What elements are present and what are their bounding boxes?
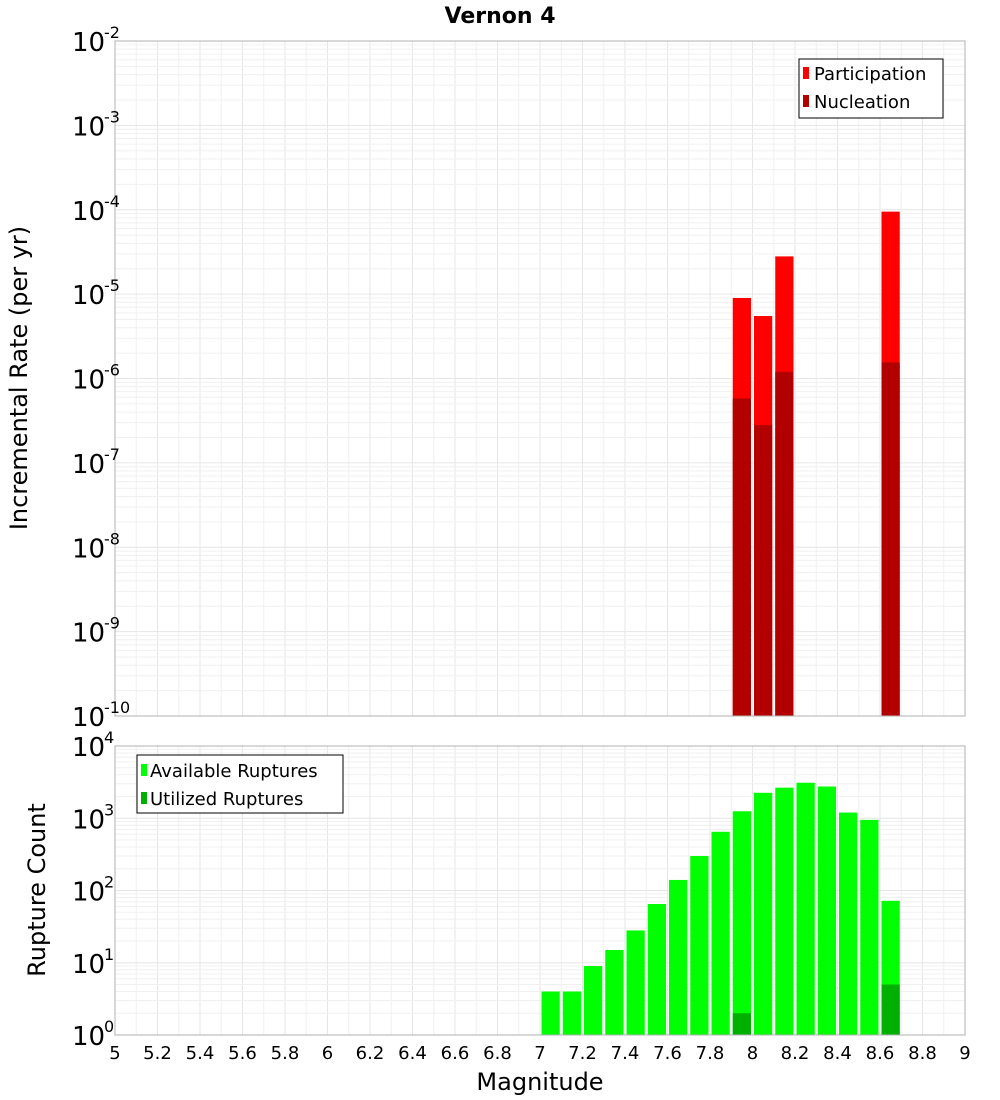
available-ruptures-bar xyxy=(541,991,560,1035)
available-ruptures-bar xyxy=(817,786,836,1035)
top-y-tick-exponent: -7 xyxy=(104,445,120,464)
x-tick-label: 6.4 xyxy=(398,1043,427,1064)
x-tick-label: 7.4 xyxy=(611,1043,640,1064)
x-axis-ticks: 5 5.2 5.4 5.6 5.8 6 6.2 6.4 6.6 6.8 7 7.2 7.4 7.6 7.8 8… xyxy=(109,1043,970,1064)
x-tick-label: 5 xyxy=(109,1043,120,1064)
utilized-ruptures-bar xyxy=(881,984,900,1035)
top-y-tick-exponent: -5 xyxy=(104,276,120,295)
bottom-plot-frame xyxy=(114,745,966,1036)
available-ruptures-bar xyxy=(732,811,751,1035)
top-y-tick-label: 10 xyxy=(72,450,105,480)
top-y-tick-exponent: -9 xyxy=(104,614,120,633)
bottom-y-tick-label: 10 xyxy=(72,805,105,835)
top-y-axis-title: Incremental Rate (per yr) xyxy=(5,226,33,530)
available-ruptures-bar xyxy=(584,966,603,1035)
bottom-y-axis-title: Rupture Count xyxy=(23,803,51,977)
available-ruptures-bar xyxy=(669,879,688,1035)
top-legend: Participation Nucleation xyxy=(798,58,944,119)
top-y-tick-exponent: -2 xyxy=(104,23,120,42)
available-ruptures-bar xyxy=(647,904,666,1035)
x-tick-label: 6.2 xyxy=(356,1043,385,1064)
x-tick-label: 8.4 xyxy=(823,1043,852,1064)
available-ruptures-bar xyxy=(562,991,581,1035)
top-y-tick-exponent: -3 xyxy=(104,107,120,126)
available-ruptures-bar xyxy=(775,787,794,1035)
x-axis-title: Magnitude xyxy=(476,1068,603,1096)
legend-available-label: Available Ruptures xyxy=(150,761,318,782)
x-tick-label: 7.8 xyxy=(696,1043,725,1064)
x-tick-label: 9 xyxy=(959,1043,970,1064)
top-legend-box xyxy=(798,58,944,119)
top-y-tick-exponent: -8 xyxy=(104,529,120,548)
nucleation-bar xyxy=(881,362,900,716)
bottom-legend: Available Ruptures Utilized Ruptures xyxy=(136,754,344,814)
available-ruptures-bar xyxy=(860,819,879,1035)
nucleation-bar xyxy=(754,425,773,716)
top-y-tick-label: 10 xyxy=(72,28,105,58)
nucleation-bar xyxy=(775,371,794,716)
bottom-y-tick-label: 10 xyxy=(72,878,105,908)
available-ruptures-bar xyxy=(796,782,815,1035)
legend-utilized-swatch xyxy=(141,792,147,804)
top-y-tick-label: 10 xyxy=(72,112,105,142)
nucleation-bar xyxy=(732,398,751,716)
legend-participation-swatch xyxy=(803,67,809,79)
bottom-y-tick-exponent: 4 xyxy=(104,728,114,747)
x-tick-label: 8.8 xyxy=(908,1043,937,1064)
bottom-y-tick-exponent: 3 xyxy=(104,800,114,819)
x-tick-label: 5.6 xyxy=(228,1043,257,1064)
legend-available-swatch xyxy=(141,764,147,776)
legend-nucleation-label: Nucleation xyxy=(814,92,910,113)
top-plot-bars xyxy=(732,211,900,716)
x-tick-label: 8.2 xyxy=(781,1043,810,1064)
top-plot-frame xyxy=(114,40,966,717)
x-tick-label: 6.8 xyxy=(483,1043,512,1064)
x-tick-label: 6 xyxy=(322,1043,333,1064)
top-y-tick-label: 10 xyxy=(72,703,105,733)
top-y-tick-exponent: -4 xyxy=(104,192,120,211)
available-ruptures-bar xyxy=(605,950,624,1035)
legend-utilized-label: Utilized Ruptures xyxy=(150,789,303,810)
top-y-tick-label: 10 xyxy=(72,197,105,227)
top-y-tick-label: 10 xyxy=(72,534,105,564)
bottom-y-tick-exponent: 1 xyxy=(104,945,114,964)
x-tick-label: 5.2 xyxy=(143,1043,172,1064)
x-tick-label: 5.4 xyxy=(186,1043,215,1064)
chart-title: Vernon 4 xyxy=(445,4,556,29)
utilized-ruptures-bar xyxy=(732,1013,751,1035)
top-y-tick-exponent: -6 xyxy=(104,361,120,380)
x-tick-label: 8.6 xyxy=(866,1043,895,1064)
bottom-y-tick-label: 10 xyxy=(72,733,105,763)
top-y-tick-exponent: -10 xyxy=(104,698,130,717)
available-ruptures-bar xyxy=(839,812,858,1035)
x-tick-label: 7 xyxy=(534,1043,545,1064)
available-ruptures-bar xyxy=(690,856,709,1035)
x-tick-label: 7.2 xyxy=(568,1043,597,1064)
top-plot-grid xyxy=(114,41,966,717)
legend-nucleation-swatch xyxy=(803,95,809,107)
bottom-y-tick-label: 10 xyxy=(72,1022,105,1052)
available-ruptures-bar xyxy=(754,792,773,1035)
bottom-legend-box xyxy=(136,754,344,814)
bottom-y-tick-exponent: 2 xyxy=(104,873,114,892)
bottom-y-tick-label: 10 xyxy=(72,950,105,980)
top-y-tick-label: 10 xyxy=(72,366,105,396)
x-tick-label: 7.6 xyxy=(653,1043,682,1064)
x-tick-label: 5.8 xyxy=(271,1043,300,1064)
top-y-tick-label: 10 xyxy=(72,281,105,311)
available-ruptures-bar xyxy=(626,930,645,1035)
x-tick-label: 6.6 xyxy=(441,1043,470,1064)
available-ruptures-bar xyxy=(711,831,730,1035)
bottom-plot-bars xyxy=(541,782,900,1035)
x-tick-label: 8 xyxy=(747,1043,758,1064)
top-y-tick-label: 10 xyxy=(72,619,105,649)
bottom-y-tick-exponent: 0 xyxy=(104,1017,114,1036)
legend-participation-label: Participation xyxy=(814,64,926,85)
